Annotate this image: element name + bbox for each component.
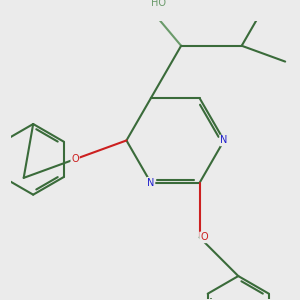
Text: O: O [200,232,208,242]
Text: HO: HO [151,0,166,8]
Text: O: O [71,154,79,164]
Text: N: N [147,178,155,188]
Text: N: N [220,136,228,146]
